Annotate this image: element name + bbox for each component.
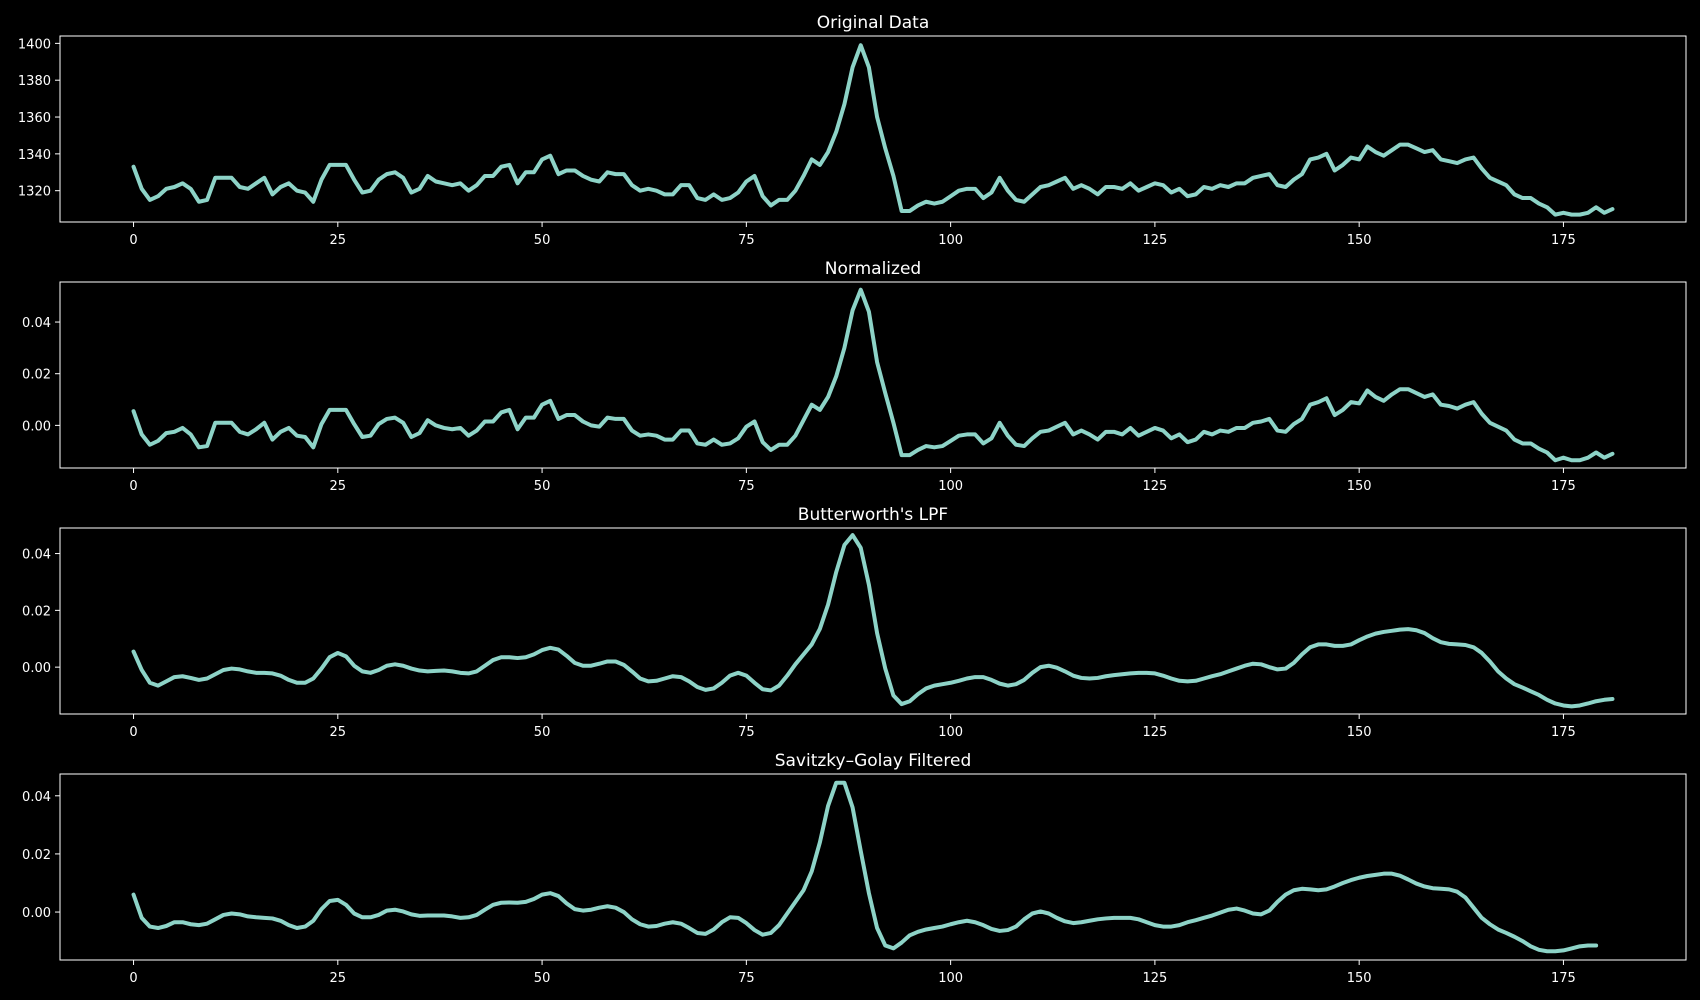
x-tick-label: 125 (1142, 725, 1167, 740)
y-tick-label: 0.02 (22, 604, 51, 619)
axes-frame (59, 35, 1687, 223)
y-tick-label: 1360 (18, 111, 51, 126)
x-tick-label: 0 (129, 233, 137, 248)
x-tick-label: 125 (1142, 233, 1167, 248)
x-tick-label: 0 (129, 725, 137, 740)
x-tick-label: 0 (129, 971, 137, 986)
y-tick-label: 0.00 (22, 906, 51, 921)
subplot-title: Original Data (817, 13, 930, 33)
y-tick-label: 0.02 (22, 368, 51, 383)
x-tick-label: 25 (330, 971, 347, 986)
x-tick-label: 125 (1142, 479, 1167, 494)
y-tick-label: 0.02 (22, 848, 51, 863)
x-tick-label: 25 (330, 725, 347, 740)
x-tick-label: 50 (534, 725, 551, 740)
x-tick-label: 75 (738, 725, 755, 740)
x-tick-label: 75 (738, 233, 755, 248)
series-line (131, 287, 1615, 463)
x-tick-label: 0 (129, 479, 137, 494)
subplot-2: Normalized 0 25 50 75 100 125 150 175 0.00 0.02 0.0… (22, 259, 1687, 494)
subplot-4: Savitzky–Golay Filtered 0 25 50 75 100 125 150 1… (22, 751, 1687, 986)
x-tick-label: 50 (534, 233, 551, 248)
x-tick-label: 175 (1551, 233, 1576, 248)
x-tick-label: 100 (938, 971, 963, 986)
y-tick-label: 1380 (18, 74, 51, 89)
x-tick-label: 25 (330, 479, 347, 494)
x-tick-label: 25 (330, 233, 347, 248)
x-tick-label: 50 (534, 971, 551, 986)
subplot-title: Savitzky–Golay Filtered (775, 751, 972, 771)
x-tick-label: 150 (1347, 233, 1372, 248)
axes-frame (59, 281, 1687, 469)
series-line (131, 780, 1599, 954)
subplot-title: Butterworth's LPF (798, 505, 948, 525)
axes-frame (59, 773, 1687, 961)
x-tick-label: 50 (534, 479, 551, 494)
x-tick-label: 175 (1551, 725, 1576, 740)
x-tick-label: 75 (738, 971, 755, 986)
x-tick-label: 150 (1347, 725, 1372, 740)
series-line (131, 43, 1615, 217)
subplot-3: Butterworth's LPF 0 25 50 75 100 125 150 175 0.00… (22, 505, 1687, 740)
x-tick-label: 175 (1551, 971, 1576, 986)
y-tick-label: 1340 (18, 148, 51, 163)
x-tick-label: 100 (938, 725, 963, 740)
y-tick-label: 0.04 (22, 316, 51, 331)
y-tick-label: 0.04 (22, 790, 51, 805)
x-tick-label: 100 (938, 233, 963, 248)
x-tick-label: 100 (938, 479, 963, 494)
subplot-1: Original Data 0 25 50 75 100 125 150 175 1320 1340… (18, 13, 1687, 248)
x-tick-label: 75 (738, 479, 755, 494)
y-tick-label: 1320 (18, 185, 51, 200)
subplot-title: Normalized (825, 259, 921, 279)
axes-frame (59, 527, 1687, 715)
y-tick-label: 1400 (18, 37, 51, 52)
y-tick-label: 0.00 (22, 661, 51, 676)
y-tick-label: 0.00 (22, 419, 51, 434)
x-tick-label: 125 (1142, 971, 1167, 986)
y-tick-label: 0.04 (22, 548, 51, 563)
series-line (131, 533, 1615, 709)
x-tick-label: 150 (1347, 971, 1372, 986)
x-tick-label: 150 (1347, 479, 1372, 494)
x-tick-label: 175 (1551, 479, 1576, 494)
